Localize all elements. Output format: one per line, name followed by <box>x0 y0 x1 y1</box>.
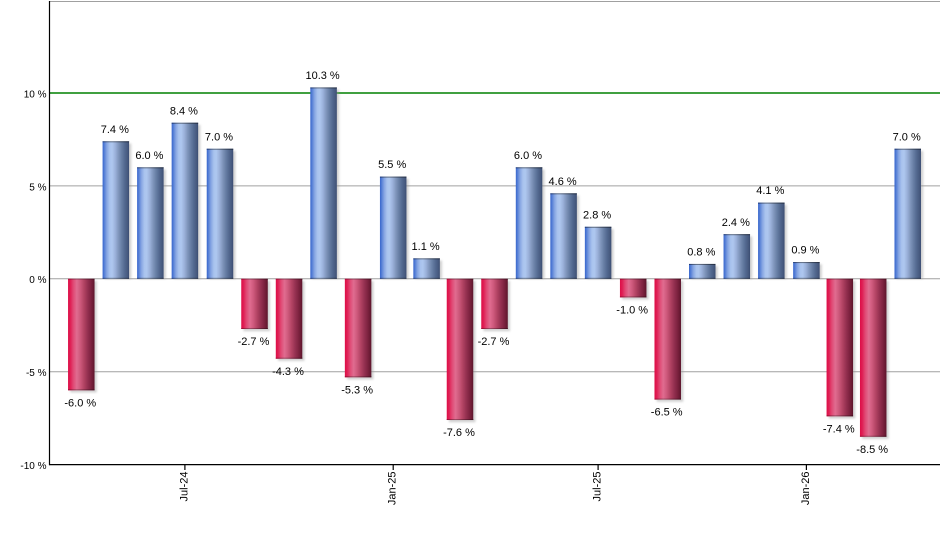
svg-text:-1.0 %: -1.0 % <box>616 305 648 317</box>
svg-text:-2.7 %: -2.7 % <box>238 336 270 348</box>
svg-text:-5 %: -5 % <box>26 368 47 379</box>
svg-text:-4.3 %: -4.3 % <box>272 366 304 378</box>
svg-text:0.9 %: 0.9 % <box>791 245 819 257</box>
svg-text:6.0 %: 6.0 % <box>135 150 163 162</box>
svg-text:-6.0 %: -6.0 % <box>64 397 96 409</box>
svg-text:6.0 %: 6.0 % <box>514 150 542 162</box>
svg-text:7.0 %: 7.0 % <box>205 131 233 143</box>
svg-text:5 %: 5 % <box>29 182 46 193</box>
svg-text:-7.4 %: -7.4 % <box>823 423 855 435</box>
svg-text:-10 %: -10 % <box>20 461 46 472</box>
svg-text:0 %: 0 % <box>29 275 46 286</box>
svg-text:2.8 %: 2.8 % <box>583 209 611 221</box>
svg-text:Jul-25: Jul-25 <box>592 472 604 502</box>
svg-text:8.4 %: 8.4 % <box>170 105 198 117</box>
svg-text:7.0 %: 7.0 % <box>893 131 921 143</box>
svg-text:-5.3 %: -5.3 % <box>341 384 373 396</box>
svg-text:4.1 %: 4.1 % <box>756 185 784 197</box>
svg-text:-8.5 %: -8.5 % <box>856 444 888 456</box>
svg-text:1.1 %: 1.1 % <box>412 241 440 253</box>
svg-text:-7.6 %: -7.6 % <box>443 427 475 439</box>
svg-text:4.6 %: 4.6 % <box>549 176 577 188</box>
svg-text:-6.5 %: -6.5 % <box>651 407 683 419</box>
svg-text:-2.7 %: -2.7 % <box>478 336 510 348</box>
svg-text:10 %: 10 % <box>24 89 47 100</box>
svg-text:5.5 %: 5.5 % <box>378 159 406 171</box>
svg-text:Jan-25: Jan-25 <box>387 472 399 506</box>
svg-text:7.4 %: 7.4 % <box>101 124 129 136</box>
svg-text:0.8 %: 0.8 % <box>687 247 715 259</box>
svg-text:Jan-26: Jan-26 <box>800 472 812 506</box>
svg-text:2.4 %: 2.4 % <box>722 217 750 229</box>
svg-text:Jul-24: Jul-24 <box>178 472 190 502</box>
svg-text:10.3 %: 10.3 % <box>305 70 339 82</box>
